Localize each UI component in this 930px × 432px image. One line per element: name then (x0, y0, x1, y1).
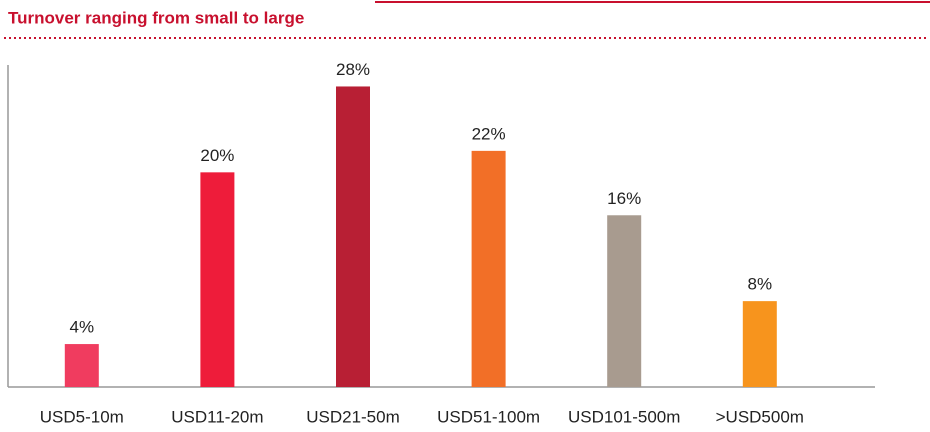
x-tick-label: USD11-20m (171, 407, 263, 426)
x-tick-label: USD101-500m (568, 407, 680, 426)
value-label: 16% (607, 189, 641, 208)
value-label: 20% (200, 146, 234, 165)
x-tick-label: USD21-50m (306, 407, 400, 426)
bar (200, 172, 235, 387)
bar (471, 150, 506, 387)
value-label: 28% (336, 60, 370, 79)
x-tick-label: USD5-10m (40, 407, 124, 426)
bar (607, 215, 642, 387)
value-label: 22% (472, 124, 506, 143)
bar (336, 86, 370, 387)
chart-title: Turnover ranging from small to large (8, 8, 304, 27)
bar (64, 344, 99, 387)
value-label: 8% (748, 275, 773, 294)
bar (742, 301, 777, 387)
x-tick-label: USD51-100m (437, 407, 540, 426)
value-label: 4% (70, 318, 95, 337)
x-tick-label: >USD500m (716, 407, 804, 426)
